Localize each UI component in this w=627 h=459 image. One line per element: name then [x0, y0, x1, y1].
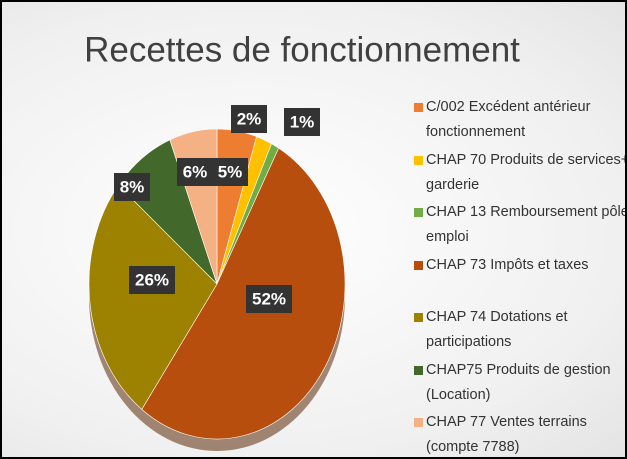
data-label: 1% — [290, 112, 315, 131]
data-label-box — [212, 158, 248, 186]
data-label-box — [284, 108, 320, 136]
legend-swatch — [414, 365, 423, 375]
legend-entry: CHAP 74 Dotations et participations — [414, 305, 625, 355]
pie-slice — [141, 147, 346, 440]
data-label: 8% — [120, 177, 145, 196]
data-label-box — [177, 158, 213, 186]
legend-entry: CHAP 13 Remboursement pôle emploi — [414, 200, 627, 250]
legend-label: CHAP 73 Impôts et taxes — [426, 256, 589, 273]
legend-swatch — [414, 260, 423, 270]
data-label-box — [114, 173, 150, 201]
legend-label: CHAP75 Produits de gestion (Location) — [426, 361, 611, 403]
legend-entry: CHAP 70 Produits de services+ garderie — [414, 148, 627, 198]
legend-label: CHAP 77 Ventes terrains (compte 7788) — [426, 414, 587, 455]
legend-entry: CHAP75 Produits de gestion (Location) — [414, 358, 625, 408]
legend-entry: CHAP 73 Impôts et taxes — [414, 253, 625, 278]
legend-label: CHAP 74 Dotations et participations — [426, 309, 568, 350]
data-label: 5% — [218, 162, 243, 181]
legend-entry: CHAP 77 Ventes terrains (compte 7788) — [414, 410, 625, 457]
legend-swatch — [414, 313, 423, 322]
legend-swatch — [414, 208, 423, 217]
data-label-box — [246, 285, 292, 313]
legend-label: CHAP 70 Produits de services+ garderie — [426, 151, 627, 193]
data-label-box — [129, 266, 175, 294]
legend-swatch — [414, 155, 423, 165]
data-label: 52% — [252, 289, 286, 308]
legend-entry: C/002 Excédent antérieur fonctionnement — [414, 95, 625, 145]
data-label: 26% — [135, 270, 169, 289]
legend-swatch — [414, 103, 423, 112]
legend-label: C/002 Excédent antérieur fonctionnement — [426, 99, 591, 140]
chart-title: Recettes de fonctionnement — [84, 30, 520, 69]
data-label: 2% — [237, 109, 262, 128]
legend-swatch — [414, 418, 423, 427]
data-label: 6% — [183, 162, 208, 181]
data-label-box — [231, 105, 267, 133]
legend-label: CHAP 13 Remboursement pôle emploi — [426, 204, 627, 245]
pie-slice — [88, 184, 218, 410]
